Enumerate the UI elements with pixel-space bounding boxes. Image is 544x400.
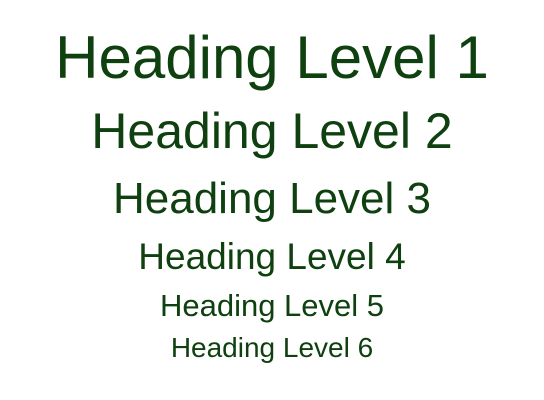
- heading-level-6: Heading Level 6: [170, 332, 374, 363]
- heading-level-2: Heading Level 2: [91, 103, 453, 159]
- heading-level-4: Heading Level 4: [138, 236, 406, 277]
- heading-level-3: Heading Level 3: [112, 174, 431, 223]
- heading-level-5: Heading Level 5: [159, 288, 385, 323]
- heading-level-1: Heading Level 1: [55, 24, 489, 91]
